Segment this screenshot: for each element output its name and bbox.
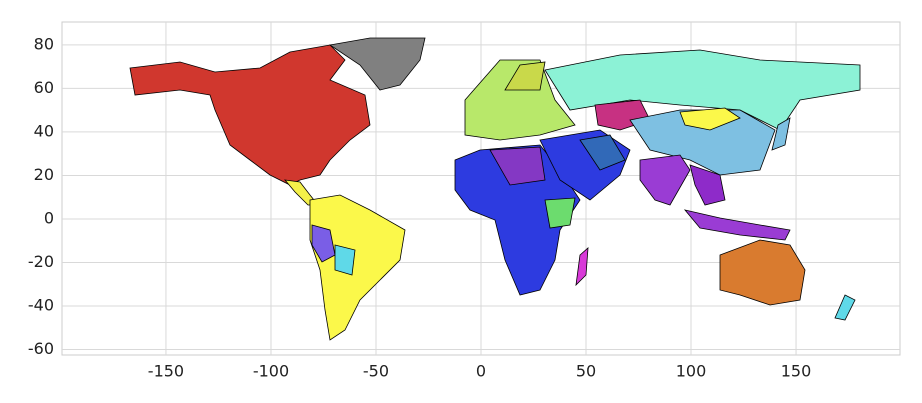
east-africa bbox=[544, 197, 576, 229]
north-america bbox=[129, 44, 371, 186]
southeast-asia bbox=[689, 164, 726, 206]
australia bbox=[719, 239, 806, 306]
south-america bbox=[309, 194, 406, 341]
x-tick-label: -150 bbox=[148, 362, 184, 381]
new-zealand bbox=[834, 294, 856, 321]
x-tick-label: -100 bbox=[253, 362, 289, 381]
indonesia bbox=[683, 209, 791, 241]
x-tick-label: -50 bbox=[363, 362, 389, 381]
greenland bbox=[328, 37, 426, 91]
iran bbox=[579, 134, 626, 171]
countries bbox=[129, 37, 861, 341]
madagascar bbox=[575, 247, 589, 287]
japan bbox=[771, 117, 791, 151]
x-tick-label: 150 bbox=[781, 362, 812, 381]
europe bbox=[464, 59, 576, 141]
india bbox=[639, 154, 691, 206]
x-tick-label: 50 bbox=[576, 362, 596, 381]
mongolia bbox=[679, 107, 741, 131]
x-tick-label: 100 bbox=[676, 362, 707, 381]
russia bbox=[544, 49, 861, 131]
y-tick-label: 80 bbox=[34, 34, 54, 53]
andes bbox=[311, 224, 336, 263]
y-tick-label: -40 bbox=[28, 296, 54, 315]
north-africa bbox=[489, 146, 546, 186]
africa bbox=[454, 144, 581, 296]
y-tick-label: 60 bbox=[34, 78, 54, 97]
y-tick-label: -60 bbox=[28, 339, 54, 358]
tick-labels: -150 -100 -50 0 50 100 150 -60 -40 -20 0 20 40 60 80 bbox=[28, 34, 811, 380]
x-tick-label: 0 bbox=[476, 362, 486, 381]
y-tick-label: 40 bbox=[34, 121, 54, 140]
y-tick-label: 20 bbox=[34, 165, 54, 184]
y-tick-label: -20 bbox=[28, 252, 54, 271]
scandinavia bbox=[504, 61, 546, 91]
y-tick-label: 0 bbox=[44, 208, 54, 227]
bolivia bbox=[334, 244, 356, 276]
